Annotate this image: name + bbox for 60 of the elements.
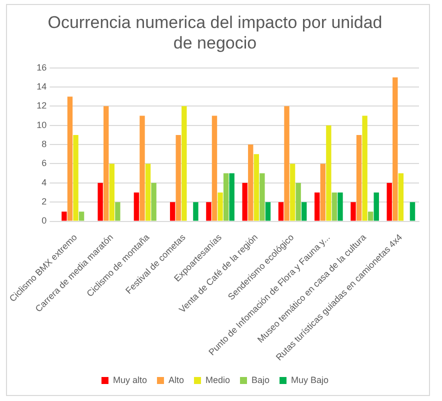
bar [410, 202, 416, 221]
bar [109, 164, 114, 221]
bar [398, 173, 404, 221]
bar [296, 182, 301, 221]
bar [265, 202, 271, 221]
bar [254, 154, 260, 221]
bar [229, 173, 234, 221]
y-tick-label: 2 [42, 196, 47, 207]
bar [115, 202, 120, 221]
legend-label: Muy alto [112, 374, 147, 385]
bar [176, 134, 181, 221]
y-tick-label: 8 [42, 139, 47, 150]
y-tick-label: 6 [42, 158, 47, 168]
y-tick-label: 0 [42, 216, 47, 226]
bar [386, 182, 392, 221]
y-tick-label: 12 [36, 100, 47, 111]
bar [278, 202, 284, 221]
bar [104, 106, 109, 221]
bar [374, 192, 379, 221]
bar [338, 192, 343, 221]
y-tick-label: 14 [36, 81, 47, 92]
bar [223, 173, 229, 221]
bar [206, 202, 212, 221]
bar [302, 202, 307, 221]
bar [73, 134, 78, 221]
bar [193, 202, 198, 221]
bar [290, 164, 296, 221]
legend-label: Medio [205, 374, 230, 385]
y-tick-label: 4 [42, 177, 47, 188]
bar [356, 134, 362, 221]
bar [368, 212, 374, 221]
chart-title: Ocurrencia numerica del impacto por unidad de negocio [48, 12, 382, 52]
bar [134, 192, 140, 221]
bar [332, 192, 338, 221]
bar [326, 125, 332, 221]
y-tick-label: 16 [36, 62, 47, 72]
bar [218, 192, 223, 221]
bar [212, 116, 218, 221]
bar [151, 182, 156, 221]
bar [62, 212, 67, 221]
bar [182, 106, 187, 221]
bar [248, 144, 254, 221]
bar [145, 164, 151, 221]
bar [242, 182, 248, 221]
bar [362, 116, 368, 221]
bar [170, 202, 176, 221]
bar [284, 106, 290, 221]
bar [350, 202, 356, 221]
legend-label: Bajo [252, 374, 270, 385]
legend-label: Muy Bajo [291, 374, 329, 385]
bar [67, 96, 73, 221]
bar [260, 173, 265, 221]
bar [98, 182, 103, 221]
bar [140, 116, 145, 221]
bar [314, 192, 320, 221]
bar [78, 212, 84, 221]
bar [320, 164, 326, 221]
bar [392, 77, 398, 221]
legend-label: Alto [168, 374, 184, 385]
y-tick-label: 10 [36, 120, 47, 130]
